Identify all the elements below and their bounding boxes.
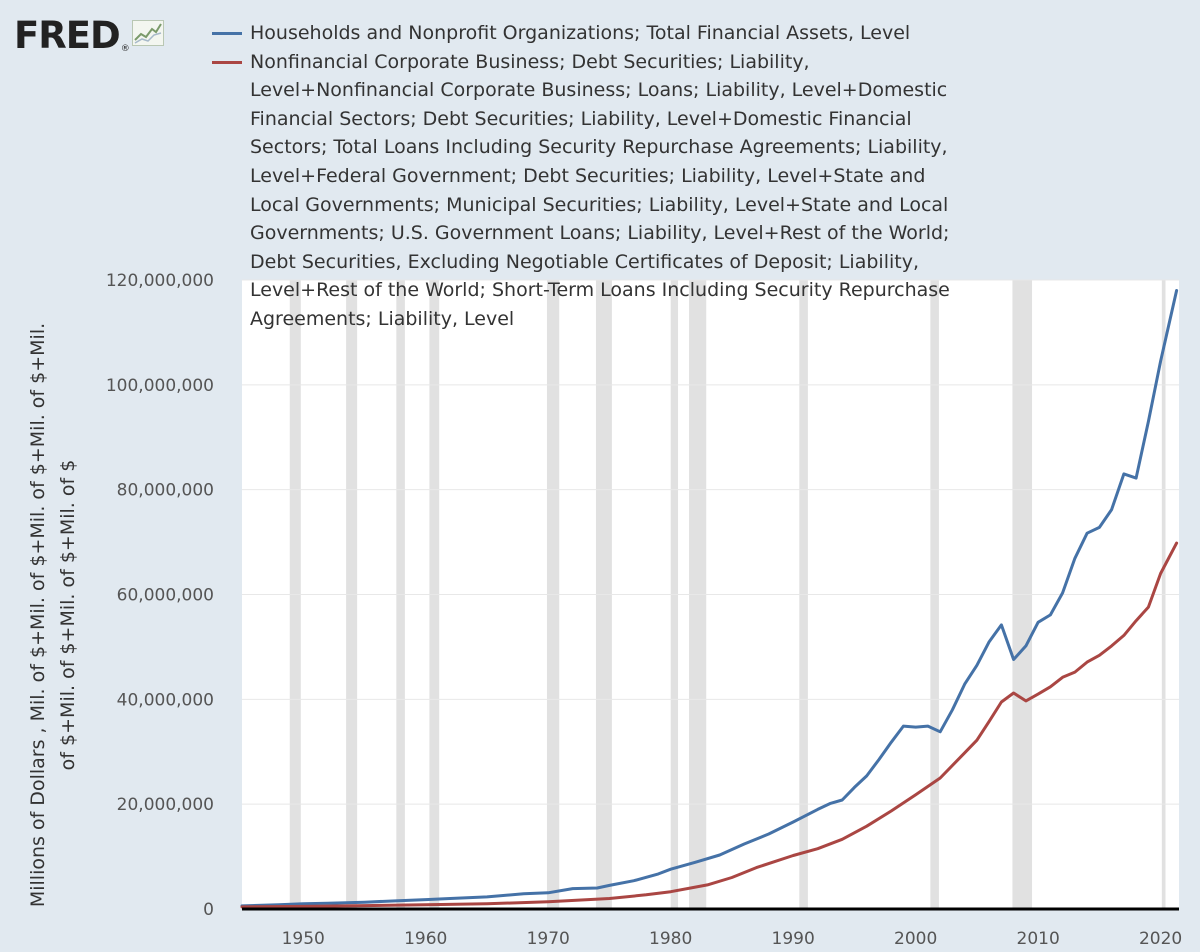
x-tick-label: 2020 bbox=[1139, 929, 1182, 949]
y-tick-label: 100,000,000 bbox=[106, 376, 214, 396]
legend-swatch-red bbox=[212, 60, 242, 64]
legend-label: Households and Nonprofit Organizations; … bbox=[250, 22, 911, 44]
x-tick-label: 1950 bbox=[282, 929, 325, 949]
series-line-households bbox=[240, 289, 1179, 908]
y-axis-label: Millions of Dollars , Mil. of $+Mil. of … bbox=[27, 322, 79, 908]
y-tick-label: 80,000,000 bbox=[117, 481, 214, 501]
y-tick-label: 0 bbox=[203, 900, 214, 920]
x-tick-label: 2010 bbox=[1017, 929, 1060, 949]
x-tick-label: 2000 bbox=[894, 929, 937, 949]
legend-label: Nonfinancial Corporate Business; Debt Se… bbox=[250, 50, 950, 330]
registered-mark: ® bbox=[120, 44, 130, 54]
chart-legend: Households and Nonprofit Organizations; … bbox=[212, 19, 972, 334]
legend-swatch-blue bbox=[212, 32, 242, 35]
logo-text: FRED bbox=[14, 14, 121, 57]
y-tick-labels: 0 20,000,000 40,000,000 60,000,000 80,000,00… bbox=[106, 271, 214, 920]
series-lines bbox=[240, 289, 1179, 909]
y-tick-label: 40,000,000 bbox=[117, 690, 214, 710]
trend-line-icon bbox=[131, 20, 164, 50]
x-tick-labels: 1950 1960 1970 1980 1990 2000 2010 2020 bbox=[282, 929, 1183, 949]
legend-item-debt-liabilities[interactable]: Nonfinancial Corporate Business; Debt Se… bbox=[212, 48, 972, 334]
fred-logo[interactable]: FRED ® bbox=[14, 14, 164, 58]
x-tick-label: 1970 bbox=[527, 929, 570, 949]
y-tick-label: 120,000,000 bbox=[106, 271, 214, 291]
grid-lines bbox=[242, 279, 1179, 805]
y-tick-label: 60,000,000 bbox=[117, 586, 214, 606]
legend-item-households[interactable]: Households and Nonprofit Organizations; … bbox=[212, 19, 972, 48]
series-line-debt-liabilities bbox=[240, 541, 1179, 909]
y-tick-label: 20,000,000 bbox=[117, 795, 214, 815]
x-tick-label: 1980 bbox=[649, 929, 692, 949]
x-tick-label: 1990 bbox=[772, 929, 815, 949]
x-tick-label: 1960 bbox=[404, 929, 447, 949]
